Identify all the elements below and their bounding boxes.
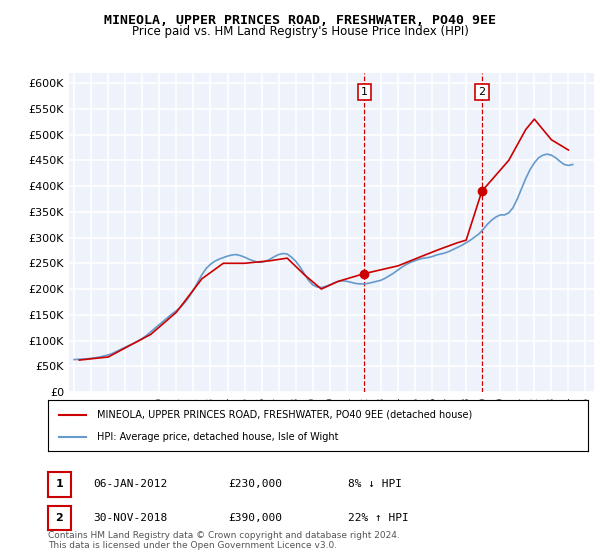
Text: 8% ↓ HPI: 8% ↓ HPI: [348, 479, 402, 489]
Text: £230,000: £230,000: [228, 479, 282, 489]
Text: 2: 2: [478, 87, 485, 97]
Text: MINEOLA, UPPER PRINCES ROAD, FRESHWATER, PO40 9EE (detached house): MINEOLA, UPPER PRINCES ROAD, FRESHWATER,…: [97, 409, 472, 419]
Text: MINEOLA, UPPER PRINCES ROAD, FRESHWATER, PO40 9EE: MINEOLA, UPPER PRINCES ROAD, FRESHWATER,…: [104, 14, 496, 27]
Text: 1: 1: [56, 479, 63, 489]
Text: 2: 2: [56, 513, 63, 523]
Text: 30-NOV-2018: 30-NOV-2018: [93, 513, 167, 523]
Text: 1: 1: [361, 87, 368, 97]
Text: 06-JAN-2012: 06-JAN-2012: [93, 479, 167, 489]
Text: £390,000: £390,000: [228, 513, 282, 523]
Text: HPI: Average price, detached house, Isle of Wight: HPI: Average price, detached house, Isle…: [97, 432, 338, 442]
Text: 22% ↑ HPI: 22% ↑ HPI: [348, 513, 409, 523]
Text: Contains HM Land Registry data © Crown copyright and database right 2024.
This d: Contains HM Land Registry data © Crown c…: [48, 530, 400, 550]
Text: Price paid vs. HM Land Registry's House Price Index (HPI): Price paid vs. HM Land Registry's House …: [131, 25, 469, 38]
